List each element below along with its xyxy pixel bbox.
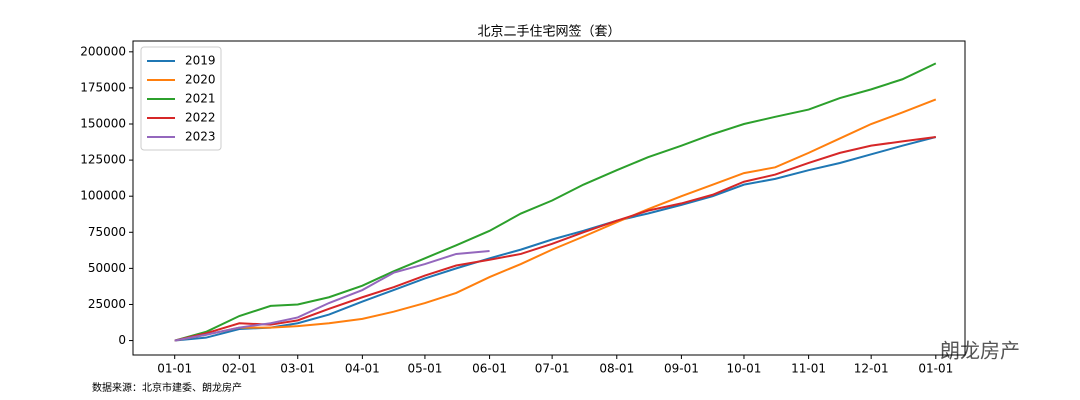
plot-frame (132, 40, 966, 356)
y-tick-label: 75000 (88, 225, 126, 239)
y-tick-label: 200000 (80, 44, 126, 58)
series-line (174, 136, 937, 342)
x-tick-label: 07-01 (535, 362, 570, 376)
x-tick-label: 10-01 (727, 362, 762, 376)
x-tick-label: 04-01 (345, 362, 380, 376)
y-tick-label: 100000 (80, 189, 126, 203)
x-tick-label: 06-01 (472, 362, 507, 376)
series-line (174, 62, 937, 342)
y-tick-label: 50000 (88, 261, 126, 275)
series-line (174, 98, 937, 342)
x-tick-label: 11-01 (791, 362, 826, 376)
x-tick-label: 09-01 (664, 362, 699, 376)
legend-box (140, 46, 222, 151)
y-tick-label: 125000 (80, 153, 126, 167)
watermark: 朗龙房产 (940, 339, 1020, 363)
legend-label: 2020 (185, 73, 216, 87)
x-tick-label: 01-01 (918, 362, 953, 376)
series-line (174, 250, 490, 342)
x-tick-label: 01-01 (157, 362, 192, 376)
x-tick-label: 03-01 (280, 362, 315, 376)
x-tick-label: 12-01 (854, 362, 889, 376)
chart-title: 北京二手住宅网签（套） (477, 24, 620, 40)
source-note: 数据来源：北京市建委、朗龙房产 (92, 381, 242, 394)
y-tick-label: 0 (118, 333, 126, 347)
legend-label: 2023 (185, 130, 216, 144)
legend-label: 2021 (185, 92, 216, 106)
y-tick-label: 175000 (80, 80, 126, 94)
legend-label: 2022 (185, 111, 216, 125)
y-tick-label: 150000 (80, 117, 126, 131)
x-tick-label: 02-01 (222, 362, 257, 376)
legend-label: 2019 (185, 54, 216, 68)
x-tick-label: 05-01 (407, 362, 442, 376)
x-tick-label: 08-01 (599, 362, 634, 376)
series-line (174, 136, 936, 342)
y-tick-label: 25000 (88, 297, 126, 311)
